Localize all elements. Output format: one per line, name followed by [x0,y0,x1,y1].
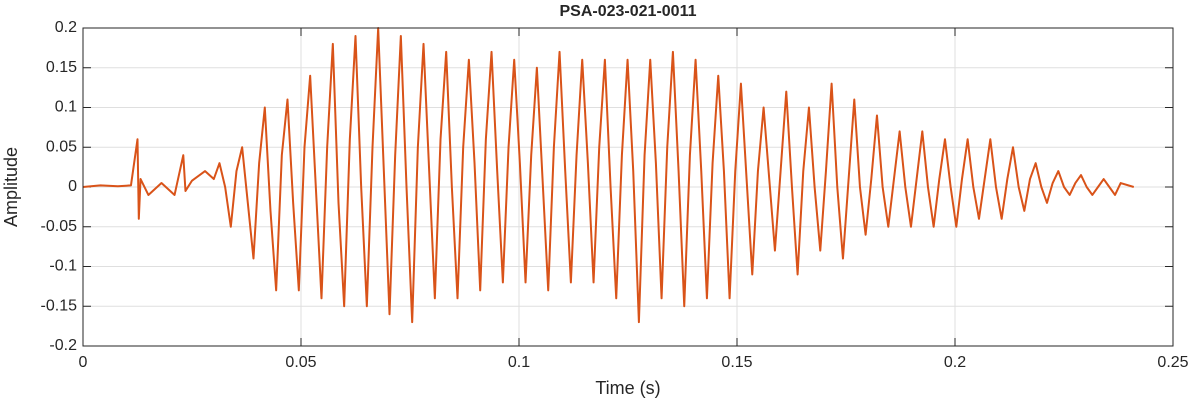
axes-box [82,27,1174,347]
x-tick-label: 0.2 [944,354,966,371]
y-tick-label: 0.15 [46,59,77,76]
y-tick-label: -0.2 [49,337,77,354]
x-tick-label: 0 [79,354,88,371]
y-tick-label: -0.15 [41,297,78,314]
x-tick-label: 0.1 [508,354,530,371]
x-tick-label: 0.25 [1157,354,1188,371]
y-tick-label: -0.05 [41,218,78,235]
y-tick-label: 0.2 [55,19,77,36]
x-tick-label: 0.05 [285,354,316,371]
chart-title: PSA-023-021-0011 [560,3,697,20]
waveform-line [82,27,1135,324]
y-axis-label: Amplitude [1,147,21,227]
y-tick-label: -0.1 [49,258,77,275]
y-tick-label: 0.05 [46,138,77,155]
y-tick-label: 0 [68,178,77,195]
x-axis-label: Time (s) [595,378,660,398]
x-tick-label: 0.15 [721,354,752,371]
y-tick-label: 0.1 [55,99,77,116]
